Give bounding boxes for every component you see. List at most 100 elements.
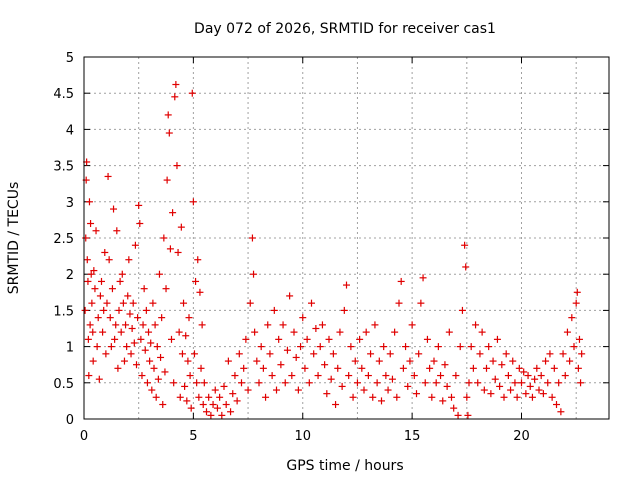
data-point bbox=[238, 379, 245, 387]
data-point bbox=[131, 241, 139, 249]
data-point bbox=[336, 328, 344, 336]
data-point bbox=[103, 299, 111, 307]
data-point bbox=[145, 328, 153, 336]
data-point bbox=[294, 386, 302, 394]
data-point bbox=[175, 328, 183, 336]
data-point bbox=[531, 375, 539, 383]
x-tick-label: 0 bbox=[80, 429, 88, 444]
data-point bbox=[511, 379, 519, 387]
data-point bbox=[476, 350, 484, 358]
data-point bbox=[321, 361, 329, 369]
data-point bbox=[574, 364, 582, 372]
data-point bbox=[146, 357, 154, 365]
data-point bbox=[81, 306, 89, 314]
data-point bbox=[83, 256, 91, 264]
data-point bbox=[423, 335, 431, 343]
data-point bbox=[115, 306, 123, 314]
data-point bbox=[456, 343, 464, 351]
data-point bbox=[102, 350, 110, 358]
data-point bbox=[129, 299, 137, 307]
data-point bbox=[218, 411, 226, 419]
data-point bbox=[561, 372, 569, 380]
data-point bbox=[198, 321, 206, 329]
y-tick-label: 1 bbox=[66, 341, 74, 356]
data-point bbox=[467, 343, 475, 351]
data-point bbox=[164, 111, 172, 119]
data-point bbox=[434, 343, 442, 351]
data-point bbox=[136, 220, 144, 228]
data-point bbox=[149, 299, 157, 307]
data-point bbox=[570, 343, 578, 351]
data-point bbox=[563, 328, 571, 336]
data-point bbox=[577, 379, 585, 387]
data-point bbox=[161, 368, 169, 376]
data-point bbox=[184, 357, 192, 365]
data-point bbox=[343, 281, 350, 289]
data-point bbox=[448, 393, 455, 401]
data-point bbox=[461, 241, 469, 249]
data-point bbox=[196, 288, 204, 296]
data-point bbox=[85, 198, 93, 206]
data-point bbox=[154, 375, 162, 383]
data-point bbox=[334, 364, 342, 372]
data-point bbox=[378, 397, 385, 405]
data-point bbox=[404, 382, 412, 390]
data-point bbox=[546, 350, 554, 358]
data-point bbox=[316, 343, 324, 351]
data-point bbox=[158, 314, 166, 322]
data-point bbox=[478, 328, 486, 336]
data-point bbox=[338, 382, 346, 390]
data-point bbox=[253, 357, 261, 365]
data-point bbox=[266, 350, 274, 358]
data-point bbox=[181, 382, 189, 390]
data-point bbox=[123, 343, 131, 351]
data-point bbox=[483, 364, 490, 372]
data-point bbox=[211, 386, 219, 394]
data-point bbox=[194, 256, 202, 264]
data-point bbox=[193, 379, 201, 387]
data-point bbox=[469, 364, 477, 372]
data-point bbox=[380, 343, 388, 351]
data-point bbox=[364, 372, 372, 380]
data-point bbox=[358, 364, 366, 372]
data-point bbox=[520, 368, 528, 376]
data-point bbox=[507, 386, 515, 394]
data-point bbox=[139, 321, 147, 329]
data-point bbox=[180, 299, 188, 307]
data-point bbox=[216, 393, 224, 401]
data-point bbox=[553, 401, 560, 409]
data-point bbox=[305, 379, 313, 387]
data-point bbox=[550, 364, 558, 372]
data-point bbox=[200, 379, 208, 387]
data-point bbox=[441, 361, 449, 369]
data-point bbox=[327, 375, 335, 383]
y-tick-label: 4 bbox=[66, 123, 74, 138]
data-point bbox=[91, 285, 99, 293]
data-point bbox=[268, 372, 276, 380]
data-point bbox=[362, 328, 370, 336]
data-point bbox=[279, 321, 287, 329]
data-point bbox=[155, 270, 163, 278]
data-point bbox=[290, 328, 298, 336]
data-point bbox=[544, 379, 552, 387]
data-point bbox=[227, 408, 235, 416]
data-point bbox=[141, 346, 149, 354]
data-point bbox=[310, 350, 318, 358]
data-point bbox=[111, 335, 119, 343]
data-point bbox=[138, 372, 146, 380]
data-point bbox=[118, 270, 126, 278]
data-point bbox=[393, 393, 401, 401]
data-point bbox=[399, 364, 407, 372]
data-point bbox=[195, 393, 203, 401]
data-point bbox=[578, 350, 586, 358]
data-point bbox=[262, 393, 270, 401]
grid bbox=[84, 57, 609, 419]
x-tick-label: 10 bbox=[294, 429, 311, 444]
data-point bbox=[176, 393, 184, 401]
x-axis-label: GPS time / hours bbox=[286, 458, 403, 474]
data-point bbox=[110, 205, 118, 213]
y-tick-label: 3 bbox=[66, 196, 74, 211]
data-point bbox=[244, 386, 252, 394]
data-point bbox=[502, 350, 510, 358]
data-point bbox=[518, 379, 525, 387]
